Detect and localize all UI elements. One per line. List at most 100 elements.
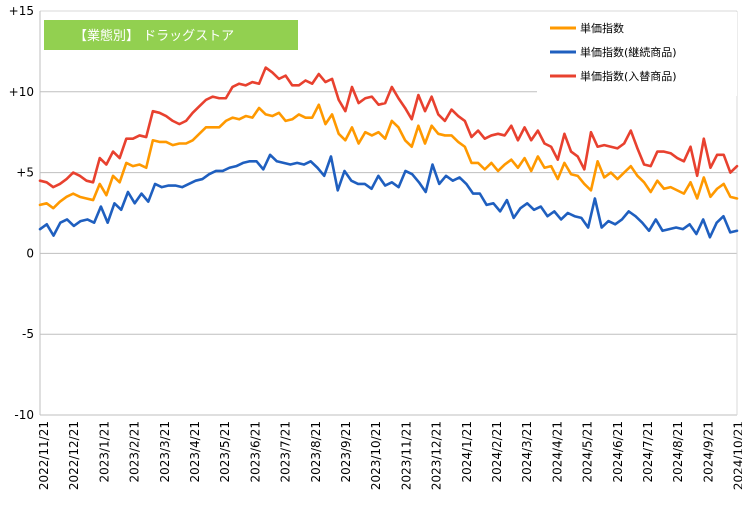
data-point: [397, 97, 400, 100]
data-point: [563, 162, 566, 164]
data-point: [331, 113, 333, 116]
data-point: [330, 155, 332, 158]
data-point: [291, 118, 294, 121]
y-tick-label: +5: [16, 166, 34, 180]
data-point: [215, 170, 217, 172]
data-point: [709, 196, 712, 198]
data-point: [92, 181, 94, 184]
x-tick-label: 2024/1/21: [460, 421, 474, 483]
data-point: [437, 133, 440, 135]
data-point: [52, 186, 55, 188]
data-point: [663, 150, 665, 153]
data-point: [391, 120, 393, 122]
data-point: [715, 221, 718, 224]
data-point: [656, 150, 659, 153]
data-point: [98, 183, 101, 185]
data-point: [696, 197, 698, 200]
data-point: [106, 221, 109, 224]
data-point: [470, 136, 473, 138]
data-point: [258, 82, 260, 85]
data-point: [668, 228, 671, 230]
data-point: [39, 228, 41, 230]
data-point: [411, 173, 413, 176]
data-point: [65, 178, 68, 180]
data-point: [546, 215, 549, 218]
data-point: [627, 210, 630, 213]
data-point: [510, 158, 513, 161]
data-point: [165, 115, 167, 117]
data-point: [147, 200, 150, 203]
data-point: [391, 86, 393, 88]
data-point: [689, 181, 692, 184]
data-point: [533, 208, 535, 211]
data-point: [85, 179, 88, 182]
data-point: [510, 124, 513, 127]
data-point: [323, 175, 326, 177]
data-point: [228, 166, 231, 169]
data-point: [344, 139, 347, 142]
data-point: [93, 221, 95, 224]
data-point: [118, 181, 121, 184]
data-point: [278, 78, 280, 80]
gridlines: [39, 10, 738, 416]
data-point: [391, 181, 393, 184]
legend-label: 単価指数(継続商品): [580, 45, 677, 59]
data-point: [343, 170, 346, 172]
x-tick-label: 2023/6/21: [248, 421, 262, 483]
data-point: [688, 223, 691, 226]
data-point: [506, 199, 508, 201]
data-point: [316, 166, 319, 169]
data-point: [437, 113, 440, 116]
data-point: [269, 154, 271, 156]
data-point: [344, 110, 347, 112]
data-point: [79, 196, 81, 198]
data-point: [211, 126, 214, 129]
y-tick-label: -10: [14, 408, 34, 422]
data-point: [218, 126, 221, 129]
data-point: [655, 218, 657, 221]
data-point: [85, 197, 88, 200]
data-point: [430, 95, 433, 98]
data-point: [185, 142, 187, 145]
data-point: [364, 131, 367, 133]
data-point: [410, 118, 413, 121]
data-point: [291, 84, 294, 87]
x-tick-label: 2024/7/21: [641, 421, 655, 483]
data-point: [171, 144, 174, 146]
data-point: [174, 184, 177, 187]
data-point: [682, 228, 684, 230]
data-point: [643, 181, 645, 184]
data-point: [248, 160, 251, 163]
x-tick-label: 2023/1/21: [97, 421, 111, 483]
x-tick-label: 2023/9/21: [339, 421, 353, 483]
data-point: [225, 97, 227, 100]
data-point: [324, 81, 327, 83]
data-point: [450, 134, 453, 137]
data-point: [556, 178, 559, 180]
data-point: [523, 157, 526, 159]
data-point: [709, 166, 712, 169]
data-point: [309, 160, 312, 163]
data-point: [357, 142, 360, 145]
data-point: [86, 218, 89, 221]
data-point: [643, 163, 645, 166]
data-point: [683, 192, 685, 195]
data-point: [79, 175, 81, 177]
data-point: [676, 157, 679, 159]
data-point: [132, 165, 134, 167]
data-point: [284, 74, 287, 77]
data-point: [445, 175, 447, 177]
data-point: [623, 171, 625, 174]
data-point: [444, 134, 446, 137]
data-point: [311, 82, 313, 85]
data-point: [138, 134, 141, 137]
legend-item: 単価指数: [550, 21, 624, 35]
data-point: [519, 207, 522, 209]
data-point: [590, 189, 592, 192]
data-point: [451, 179, 454, 182]
data-point: [357, 102, 360, 104]
data-point: [251, 81, 254, 83]
data-point: [73, 225, 75, 227]
data-point: [271, 71, 274, 74]
data-point: [550, 145, 552, 148]
